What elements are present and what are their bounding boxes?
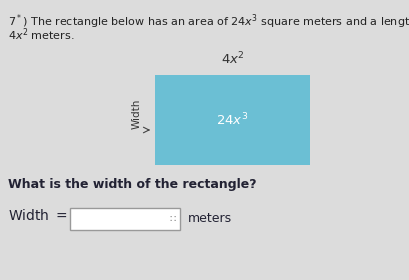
FancyBboxPatch shape	[70, 208, 180, 230]
Text: ∷: ∷	[170, 214, 176, 224]
Text: $4x^2$: $4x^2$	[220, 50, 244, 67]
Bar	[155, 75, 310, 165]
Text: Width $=$: Width $=$	[8, 207, 68, 223]
Text: $24x^3$: $24x^3$	[216, 112, 249, 128]
Text: meters: meters	[188, 213, 232, 225]
Text: $4x^2$ meters.: $4x^2$ meters.	[8, 26, 74, 43]
Text: Width: Width	[132, 99, 142, 129]
Text: What is the width of the rectangle?: What is the width of the rectangle?	[8, 178, 256, 191]
Text: 7$^*$) The rectangle below has an area of $24x^3$ square meters and a length of: 7$^*$) The rectangle below has an area o…	[8, 12, 409, 31]
